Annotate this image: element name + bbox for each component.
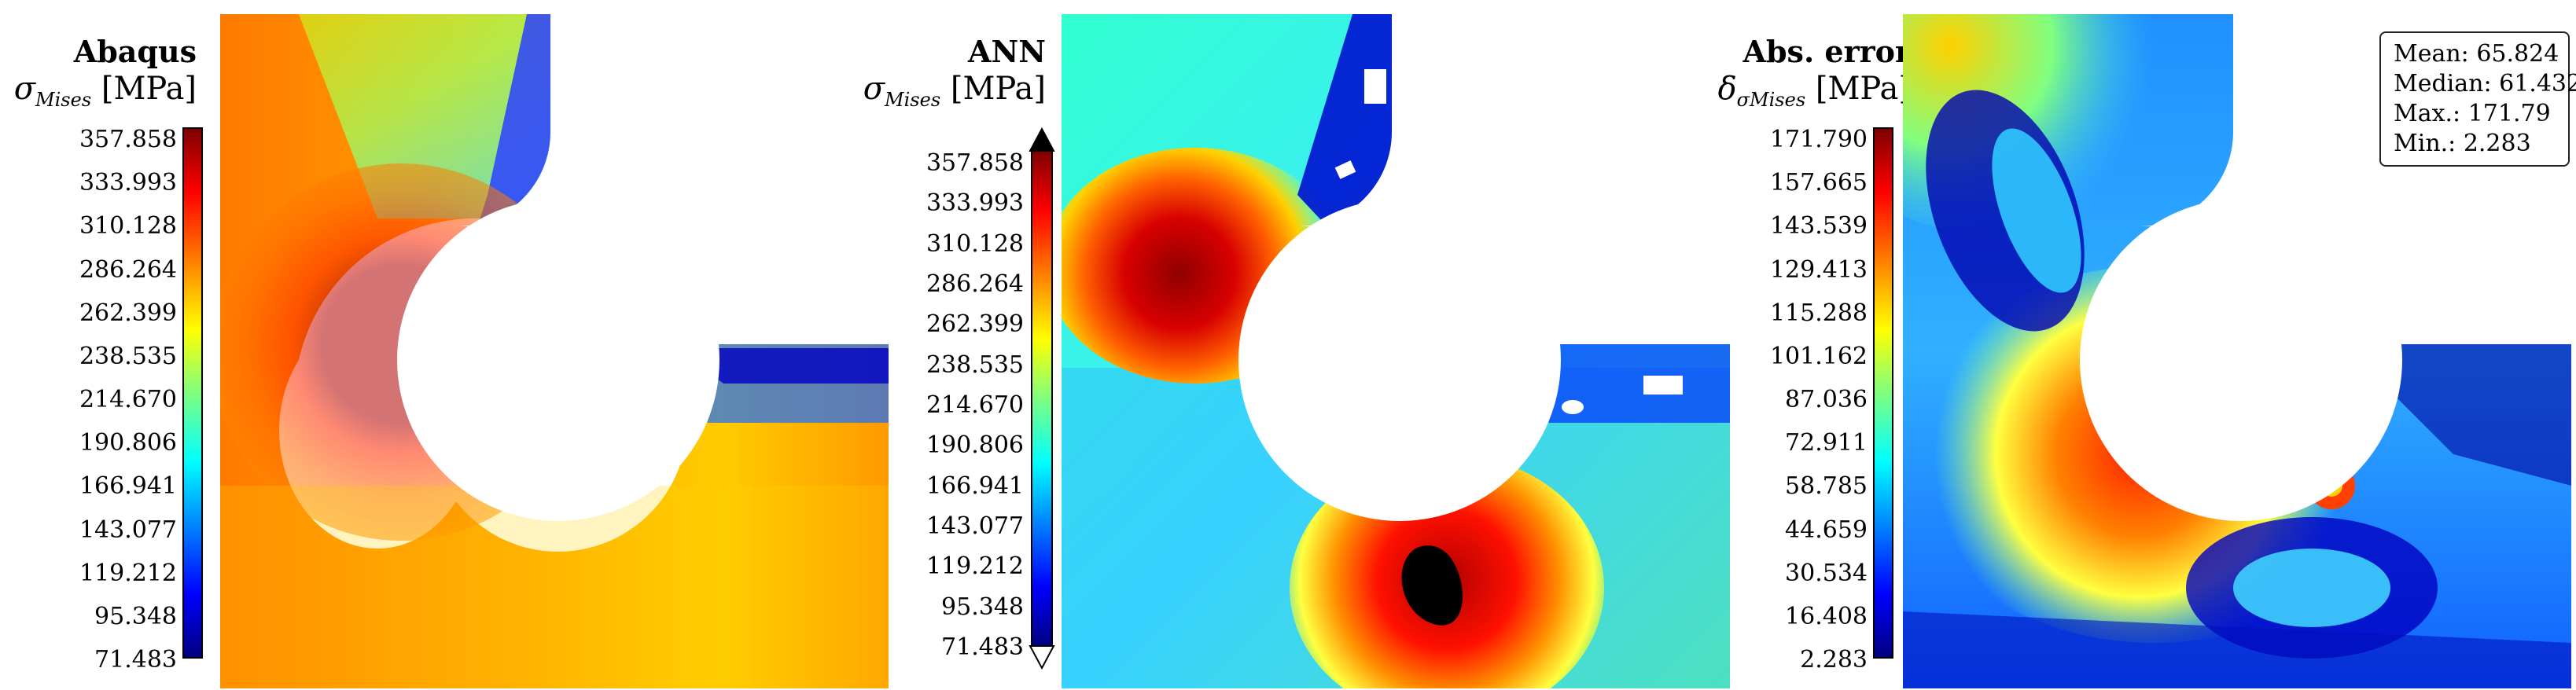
- colorbar-tick-label: 95.348: [941, 593, 1024, 621]
- colorbar-tick-label: 30.534: [1785, 559, 1868, 587]
- colorbar-tick-label: 143.077: [79, 516, 177, 544]
- colorbar-tick-label: 115.288: [1769, 299, 1868, 327]
- panel-quantity-label: σMises [MPa]: [0, 71, 197, 118]
- colorbar-tick-label: 166.941: [926, 472, 1024, 500]
- stress-symbol: σ: [863, 71, 885, 107]
- panel-title: Abaqus: [73, 34, 197, 69]
- colorbar-tick-label: 101.162: [1769, 342, 1868, 370]
- colorbar-tick-label: 286.264: [926, 270, 1024, 298]
- colorbar-tick-label: 129.413: [1769, 255, 1868, 284]
- unit-label: [MPa]: [950, 71, 1046, 107]
- colorbar-tick-label: 72.911: [1785, 429, 1868, 457]
- colorbar-tick-label: 58.785: [1785, 472, 1868, 501]
- colorbar-tick-label: 357.858: [79, 126, 177, 153]
- colorbar: [1873, 127, 1893, 659]
- colorbar-tick-label: 16.408: [1785, 602, 1868, 630]
- stat-median: Median: 61.432: [2394, 70, 2576, 97]
- colorbar-tick-label: 262.399: [79, 299, 177, 327]
- unit-label: [MPa]: [101, 71, 197, 107]
- colorbar-tick-label: 190.806: [79, 429, 177, 457]
- colorbar-tick-label: 262.399: [926, 310, 1024, 339]
- colorbar-tick-label: 238.535: [926, 351, 1024, 379]
- colorbar-tick-label: 166.941: [79, 472, 177, 501]
- stress-subscript: Mises: [35, 89, 92, 111]
- colorbar-tick-label: 44.659: [1785, 516, 1868, 544]
- colorbar-tick-label: 333.993: [79, 169, 177, 197]
- error-subscript: σMises: [1736, 89, 1806, 111]
- colorbar-tick-label: 357.858: [926, 149, 1024, 177]
- stat-mean: Mean: 65.824: [2394, 40, 2559, 68]
- stat-min: Min.: 2.283: [2394, 130, 2531, 157]
- contour-plot: [1062, 14, 1730, 688]
- contour-plot: [1903, 14, 2571, 688]
- colorbar-tick-label: 71.483: [94, 646, 177, 673]
- error-symbol: δ: [1717, 71, 1737, 107]
- colorbar-tick-label: 214.670: [926, 391, 1024, 419]
- colorbar-tick-label: 119.212: [79, 559, 177, 587]
- colorbar-tick-label: 171.790: [1769, 126, 1868, 153]
- colorbar-tick-label: 214.670: [79, 386, 177, 413]
- panel-quantity-label: σMises [MPa]: [849, 71, 1046, 118]
- colorbar-tick-label: 157.665: [1769, 169, 1868, 197]
- colorbar-tick-label: 333.993: [926, 189, 1024, 218]
- colorbar-tick-label: 310.128: [79, 212, 177, 240]
- colorbar-tick-label: 2.283: [1800, 646, 1868, 673]
- colorbar: [182, 127, 203, 659]
- colorbar-tick-label: 143.077: [926, 512, 1024, 540]
- panel-quantity-label: δσMises [MPa]: [1691, 71, 1911, 118]
- colorbar-tick-label: 310.128: [926, 229, 1024, 258]
- colorbar-tick-label: 190.806: [926, 431, 1024, 460]
- panel-ann: ANN σMises [MPa] 357.858 333.993 310.128 28…: [849, 0, 1730, 690]
- panel-abs-error: Abs. error δσMises [MPa] 171.790 157.665 1…: [1691, 0, 2576, 690]
- colorbar-tick-label: 87.036: [1785, 386, 1868, 413]
- statistics-box: Mean: 65.824 Median: 61.432 Max.: 171.79…: [2379, 31, 2576, 167]
- panel-title: Abs. error: [1742, 34, 1912, 69]
- stat-max: Max.: 171.79: [2394, 100, 2551, 127]
- colorbar-tick-label: 71.483: [941, 633, 1024, 661]
- unit-label: [MPa]: [1815, 71, 1911, 107]
- colorbar-tick-label: 238.535: [79, 342, 177, 370]
- contour-plot: [220, 14, 889, 688]
- panel-abaqus: Abaqus σMises [MPa] 357.858 333.993 310.12…: [0, 0, 889, 690]
- colorbar-tick-label: 119.212: [926, 552, 1024, 581]
- colorbar-extended: [1029, 127, 1055, 670]
- colorbar-tick-label: 95.348: [94, 602, 177, 630]
- panel-title: ANN: [968, 34, 1046, 69]
- colorbar-tick-label: 286.264: [79, 255, 177, 284]
- stress-symbol: σ: [13, 71, 36, 107]
- stress-subscript: Mises: [885, 89, 941, 111]
- colorbar-tick-label: 143.539: [1769, 212, 1868, 240]
